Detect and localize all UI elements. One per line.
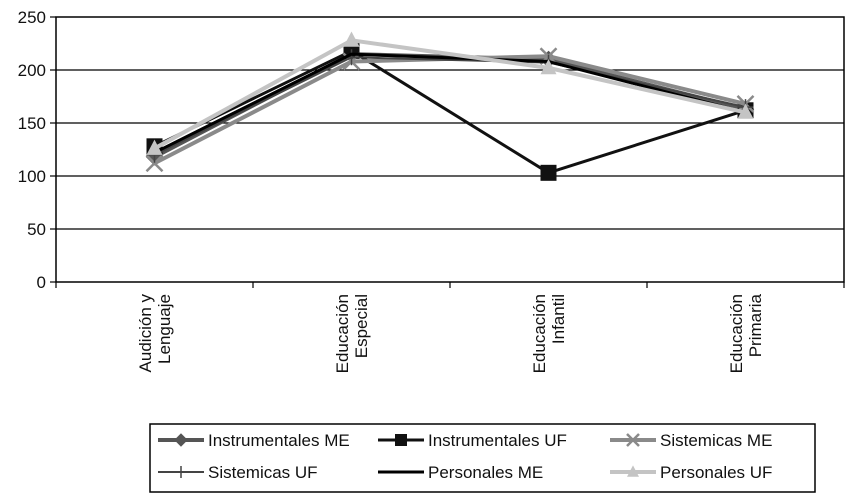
- data-point-personales-uf: [737, 103, 754, 119]
- y-tick-label: 200: [18, 61, 46, 80]
- series-line-sistemicas-uf: [154, 56, 746, 156]
- series-line-instrumentales-uf: [153, 49, 746, 175]
- legend-label: Sistemicas UF: [208, 463, 318, 482]
- y-tick-label: 0: [37, 273, 46, 292]
- svg-text:Audición yLenguaje: Audición yLenguaje: [136, 294, 174, 373]
- series-personales-me: [153, 52, 746, 155]
- series-line-personales-me: [153, 52, 746, 155]
- legend-label: Instrumentales ME: [208, 431, 350, 450]
- y-tick-label: 100: [18, 167, 46, 186]
- x-category-label: EducaciónInfantil: [530, 294, 568, 373]
- svg-text:EducaciónInfantil: EducaciónInfantil: [530, 294, 568, 373]
- legend-item-sistemicas-me: Sistemicas ME: [610, 431, 772, 450]
- y-tick-label: 250: [18, 8, 46, 27]
- legend-marker: [626, 433, 640, 447]
- legend-label: Personales UF: [660, 463, 772, 482]
- series-lines: [145, 31, 755, 181]
- y-tick-label: 150: [18, 114, 46, 133]
- data-point-personales-uf: [343, 31, 360, 47]
- legend-marker: [395, 434, 407, 446]
- y-axis-tick-labels: 0 50 100 150 200 250: [18, 8, 46, 292]
- legend-label: Personales ME: [428, 463, 543, 482]
- plot-area-frame: [55, 16, 845, 283]
- legend-item-sistemicas-uf: Sistemicas UF: [158, 463, 318, 482]
- x-axis-tick-labels: Audición yLenguaje EducaciónEspecial Educa…: [136, 293, 765, 373]
- legend-marker: [175, 466, 187, 478]
- legend-item-instrumentales-me: Instrumentales ME: [158, 431, 350, 450]
- series-personales-uf: [146, 31, 754, 155]
- legend-item-personales-uf: Personales UF: [610, 463, 772, 482]
- data-point-instrumentales-uf: [540, 164, 557, 181]
- data-point-personales-uf: [540, 59, 557, 75]
- legend-label: Instrumentales UF: [428, 431, 567, 450]
- x-category-label: EducaciónPrimaria: [727, 293, 765, 373]
- data-point-personales-uf: [146, 139, 163, 155]
- legend-marker: [174, 433, 188, 447]
- legend-item-instrumentales-uf: Instrumentales UF: [378, 431, 567, 450]
- x-category-label: Audición yLenguaje: [136, 294, 174, 373]
- series-line-personales-uf: [153, 38, 746, 151]
- svg-text:EducaciónPrimaria: EducaciónPrimaria: [727, 293, 765, 373]
- gridlines: [50, 16, 845, 288]
- svg-text:EducaciónEspecial: EducaciónEspecial: [333, 294, 371, 373]
- legend-item-personales-me: Personales ME: [378, 463, 543, 482]
- legend-marker: [627, 465, 639, 477]
- legend: Instrumentales ME Instrumentales UF Sistem…: [149, 423, 816, 493]
- x-category-label: EducaciónEspecial: [333, 294, 371, 373]
- data-point-sistemicas-me: [145, 154, 164, 173]
- legend-frame: [149, 423, 816, 493]
- y-tick-label: 50: [27, 220, 46, 239]
- axes: [55, 16, 845, 283]
- legend-label: Sistemicas ME: [660, 431, 772, 450]
